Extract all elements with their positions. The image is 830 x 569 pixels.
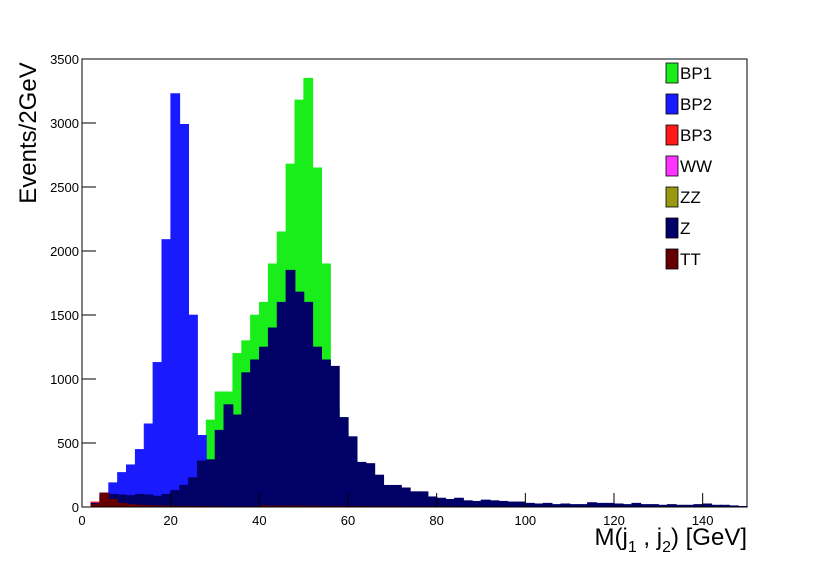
legend-swatch — [666, 156, 678, 176]
histogram-bar — [525, 503, 534, 507]
histogram-bar — [543, 503, 552, 507]
histogram-bar — [188, 478, 197, 507]
y-tick-label: 1500 — [50, 308, 79, 323]
histogram-bar — [348, 437, 357, 507]
histogram-bar — [357, 462, 366, 507]
histogram-bar — [153, 362, 162, 507]
histogram-bar — [472, 501, 481, 507]
x-tick-label: 20 — [163, 513, 177, 528]
x-title-sub: 2 — [662, 539, 671, 556]
histogram-bar — [153, 496, 162, 507]
histogram-bar — [197, 461, 206, 507]
histogram-bar — [268, 328, 277, 507]
y-tick-label: 2500 — [50, 180, 79, 195]
legend-label: BP2 — [680, 95, 712, 114]
legend-swatch — [666, 218, 678, 238]
legend-swatch — [666, 249, 678, 269]
histogram-bar — [206, 460, 215, 507]
x-tick-label: 40 — [252, 513, 266, 528]
histogram-bar — [419, 492, 428, 507]
y-tick-label: 3000 — [50, 116, 79, 131]
histogram-bar — [162, 239, 171, 507]
histogram-bar — [596, 503, 605, 507]
histogram-bar — [605, 503, 614, 507]
histogram-bar — [286, 270, 295, 507]
histogram-bar — [109, 499, 118, 507]
histogram-bar — [499, 501, 508, 507]
histogram-bar — [224, 405, 233, 507]
y-tick-label: 1000 — [50, 372, 79, 387]
histogram-bar — [162, 494, 171, 507]
histogram-bar — [242, 373, 251, 507]
histogram-bar — [587, 503, 596, 507]
legend-swatch — [666, 94, 678, 114]
histogram-bar — [171, 490, 180, 507]
histogram-bar — [508, 502, 517, 507]
histogram-bar — [313, 347, 322, 507]
x-tick-label: 80 — [429, 513, 443, 528]
x-tick-label: 60 — [341, 513, 355, 528]
histogram-bar — [392, 485, 401, 507]
legend-label: Z — [680, 219, 690, 238]
histogram-bar — [295, 292, 304, 507]
histogram-bar — [321, 360, 330, 507]
x-tick-label: 100 — [514, 513, 536, 528]
histogram-bar — [490, 501, 499, 507]
histogram-bar — [180, 124, 189, 507]
histogram-bar — [117, 503, 126, 507]
histogram-bar — [304, 302, 313, 507]
histogram-bar — [259, 347, 268, 507]
histogram-bar — [410, 492, 419, 507]
histogram-bar — [100, 493, 109, 507]
histogram-bar — [171, 94, 180, 507]
x-tick-label: 0 — [78, 513, 85, 528]
histogram-bar — [446, 499, 455, 507]
legend-label: TT — [680, 250, 701, 269]
legend-label: WW — [680, 157, 712, 176]
histogram-bar — [437, 498, 446, 507]
histogram-bar — [375, 475, 384, 507]
histogram-bar — [250, 360, 259, 507]
histogram-bar — [428, 497, 437, 507]
x-title-part: , j — [637, 524, 662, 551]
histogram-bar — [215, 430, 224, 507]
x-title-sub: 1 — [628, 539, 637, 556]
x-title-part: ) [GeV] — [671, 524, 747, 551]
histogram-bar — [233, 415, 242, 507]
legend-swatch — [666, 125, 678, 145]
histogram-bar — [401, 488, 410, 507]
legend-swatch — [666, 187, 678, 207]
legend-label: BP1 — [680, 64, 712, 83]
y-tick-label: 3500 — [50, 52, 79, 67]
histogram-bar — [463, 501, 472, 507]
histogram-bar — [330, 366, 339, 507]
legend-label: BP3 — [680, 126, 712, 145]
histogram-bar — [339, 417, 348, 507]
histogram-bar — [454, 498, 463, 507]
y-tick-label: 500 — [57, 436, 79, 451]
x-title-part: M(j — [594, 524, 627, 551]
histogram-bar — [481, 500, 490, 507]
histogram-bar — [366, 463, 375, 507]
histogram-bar — [632, 503, 641, 507]
y-axis-title: Events/2GeV — [15, 62, 42, 203]
histogram-bar — [383, 485, 392, 507]
y-tick-label: 2000 — [50, 244, 79, 259]
histogram-bar — [180, 485, 189, 507]
legend-swatch — [666, 63, 678, 83]
legend-label: ZZ — [680, 188, 701, 207]
histogram-bar — [144, 424, 153, 507]
histogram-bar — [277, 302, 286, 507]
histogram-bar — [516, 502, 525, 507]
